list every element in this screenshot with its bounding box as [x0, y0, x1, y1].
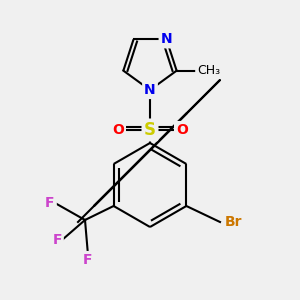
Text: CH₃: CH₃ — [197, 64, 220, 77]
Text: N: N — [144, 83, 156, 97]
Text: F: F — [83, 253, 93, 267]
Text: O: O — [112, 123, 124, 137]
Text: Br: Br — [225, 215, 242, 229]
Text: S: S — [144, 121, 156, 139]
Text: F: F — [45, 196, 55, 210]
Text: O: O — [176, 123, 188, 137]
Text: F: F — [52, 233, 62, 247]
Text: N: N — [160, 32, 172, 46]
